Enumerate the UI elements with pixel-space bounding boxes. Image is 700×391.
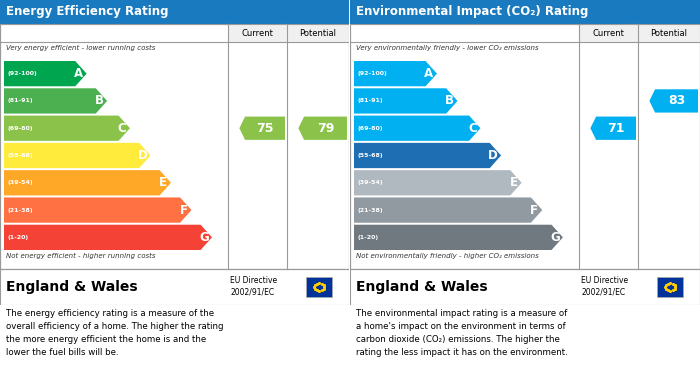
Text: F: F <box>179 204 188 217</box>
Polygon shape <box>4 143 150 168</box>
Text: F: F <box>531 204 538 217</box>
Polygon shape <box>239 117 285 140</box>
Polygon shape <box>354 170 522 196</box>
Text: 79: 79 <box>317 122 334 135</box>
Text: (1-20): (1-20) <box>357 235 378 240</box>
Text: (81-91): (81-91) <box>357 99 383 104</box>
Bar <box>0 269 349 305</box>
Text: 75: 75 <box>256 122 274 135</box>
Text: Environmental Impact (CO₂) Rating: Environmental Impact (CO₂) Rating <box>356 5 589 18</box>
Text: B: B <box>94 95 104 108</box>
Bar <box>657 277 683 297</box>
Polygon shape <box>4 61 87 86</box>
Polygon shape <box>298 117 347 140</box>
Text: Current: Current <box>593 29 624 38</box>
Text: Potential: Potential <box>650 29 687 38</box>
Text: Current: Current <box>241 29 274 38</box>
Text: (21-38): (21-38) <box>7 208 33 213</box>
Text: The environmental impact rating is a measure of
a home's impact on the environme: The environmental impact rating is a mea… <box>356 309 568 357</box>
Text: (39-54): (39-54) <box>7 180 33 185</box>
Text: D: D <box>488 149 498 162</box>
Text: G: G <box>550 231 560 244</box>
Text: C: C <box>468 122 477 135</box>
Text: B: B <box>445 95 454 108</box>
Text: E: E <box>159 176 167 189</box>
Bar <box>228 24 349 42</box>
Bar <box>350 0 700 24</box>
Bar <box>307 277 332 297</box>
Polygon shape <box>354 61 437 86</box>
Bar <box>579 24 700 42</box>
Text: England & Wales: England & Wales <box>6 280 138 294</box>
Text: (55-68): (55-68) <box>7 153 33 158</box>
Bar <box>0 0 349 24</box>
Text: Very energy efficient - lower running costs: Very energy efficient - lower running co… <box>6 45 155 51</box>
Text: Energy Efficiency Rating: Energy Efficiency Rating <box>6 5 169 18</box>
Text: EU Directive
2002/91/EC: EU Directive 2002/91/EC <box>581 276 628 296</box>
Polygon shape <box>4 197 192 223</box>
Text: Potential: Potential <box>300 29 337 38</box>
Polygon shape <box>354 143 501 168</box>
Polygon shape <box>354 197 542 223</box>
Text: 83: 83 <box>668 95 685 108</box>
Text: (81-91): (81-91) <box>7 99 33 104</box>
Text: A: A <box>424 67 433 80</box>
Bar <box>350 269 700 305</box>
Text: The energy efficiency rating is a measure of the
overall efficiency of a home. T: The energy efficiency rating is a measur… <box>6 309 223 357</box>
Polygon shape <box>4 225 212 250</box>
Text: (39-54): (39-54) <box>357 180 383 185</box>
Polygon shape <box>4 116 130 141</box>
Text: (69-80): (69-80) <box>357 126 382 131</box>
Polygon shape <box>4 170 171 196</box>
Text: (69-80): (69-80) <box>7 126 32 131</box>
Bar <box>350 24 700 269</box>
Text: (92-100): (92-100) <box>357 71 386 76</box>
Text: (1-20): (1-20) <box>7 235 28 240</box>
Polygon shape <box>354 88 458 113</box>
Text: England & Wales: England & Wales <box>356 280 488 294</box>
Text: (55-68): (55-68) <box>357 153 383 158</box>
Text: EU Directive
2002/91/EC: EU Directive 2002/91/EC <box>230 276 277 296</box>
Text: Not environmentally friendly - higher CO₂ emissions: Not environmentally friendly - higher CO… <box>356 253 539 259</box>
Polygon shape <box>4 88 107 113</box>
Text: (21-38): (21-38) <box>357 208 383 213</box>
Polygon shape <box>354 116 480 141</box>
Text: G: G <box>199 231 209 244</box>
Text: Not energy efficient - higher running costs: Not energy efficient - higher running co… <box>6 253 155 259</box>
Text: A: A <box>74 67 83 80</box>
Bar <box>0 24 349 269</box>
Polygon shape <box>650 89 698 113</box>
Text: 71: 71 <box>608 122 625 135</box>
Text: E: E <box>510 176 518 189</box>
Text: C: C <box>118 122 126 135</box>
Text: Very environmentally friendly - lower CO₂ emissions: Very environmentally friendly - lower CO… <box>356 45 538 51</box>
Text: D: D <box>138 149 148 162</box>
Text: (92-100): (92-100) <box>7 71 36 76</box>
Polygon shape <box>354 225 563 250</box>
Polygon shape <box>590 117 636 140</box>
